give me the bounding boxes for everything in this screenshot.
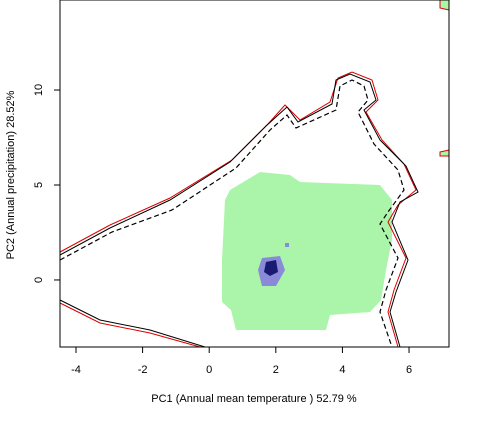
contours xyxy=(59,0,450,348)
y-tick-label: 5 xyxy=(33,182,45,188)
x-tick-label: 6 xyxy=(406,364,412,376)
x-tick-label: -4 xyxy=(71,364,81,376)
x-tick-label: 4 xyxy=(339,364,345,376)
density-dot xyxy=(285,243,289,247)
contour-lower-red xyxy=(59,302,201,348)
density-core xyxy=(264,260,278,276)
axes: -4 -2 0 2 4 6 0 5 10 xyxy=(33,84,412,376)
y-tick-label: 10 xyxy=(33,84,45,96)
overlap-region xyxy=(222,172,392,330)
x-tick-label: 2 xyxy=(273,364,279,376)
y-tick-label: 0 xyxy=(33,277,45,283)
y-axis-label: PC2 (Annual precipitation) 28.52% xyxy=(5,90,17,259)
x-tick-label: 0 xyxy=(206,364,212,376)
density-layer xyxy=(222,172,392,330)
contour-edge-mid xyxy=(439,149,450,157)
contour-lower xyxy=(59,299,206,348)
contour-black xyxy=(59,73,419,348)
x-tick-label: -2 xyxy=(138,364,148,376)
contour-edge-top xyxy=(439,0,450,11)
x-axis-label: PC1 (Annual mean temperature ) 52.79 % xyxy=(151,393,357,405)
contour-dashed xyxy=(59,79,405,348)
plot-frame xyxy=(59,0,450,348)
